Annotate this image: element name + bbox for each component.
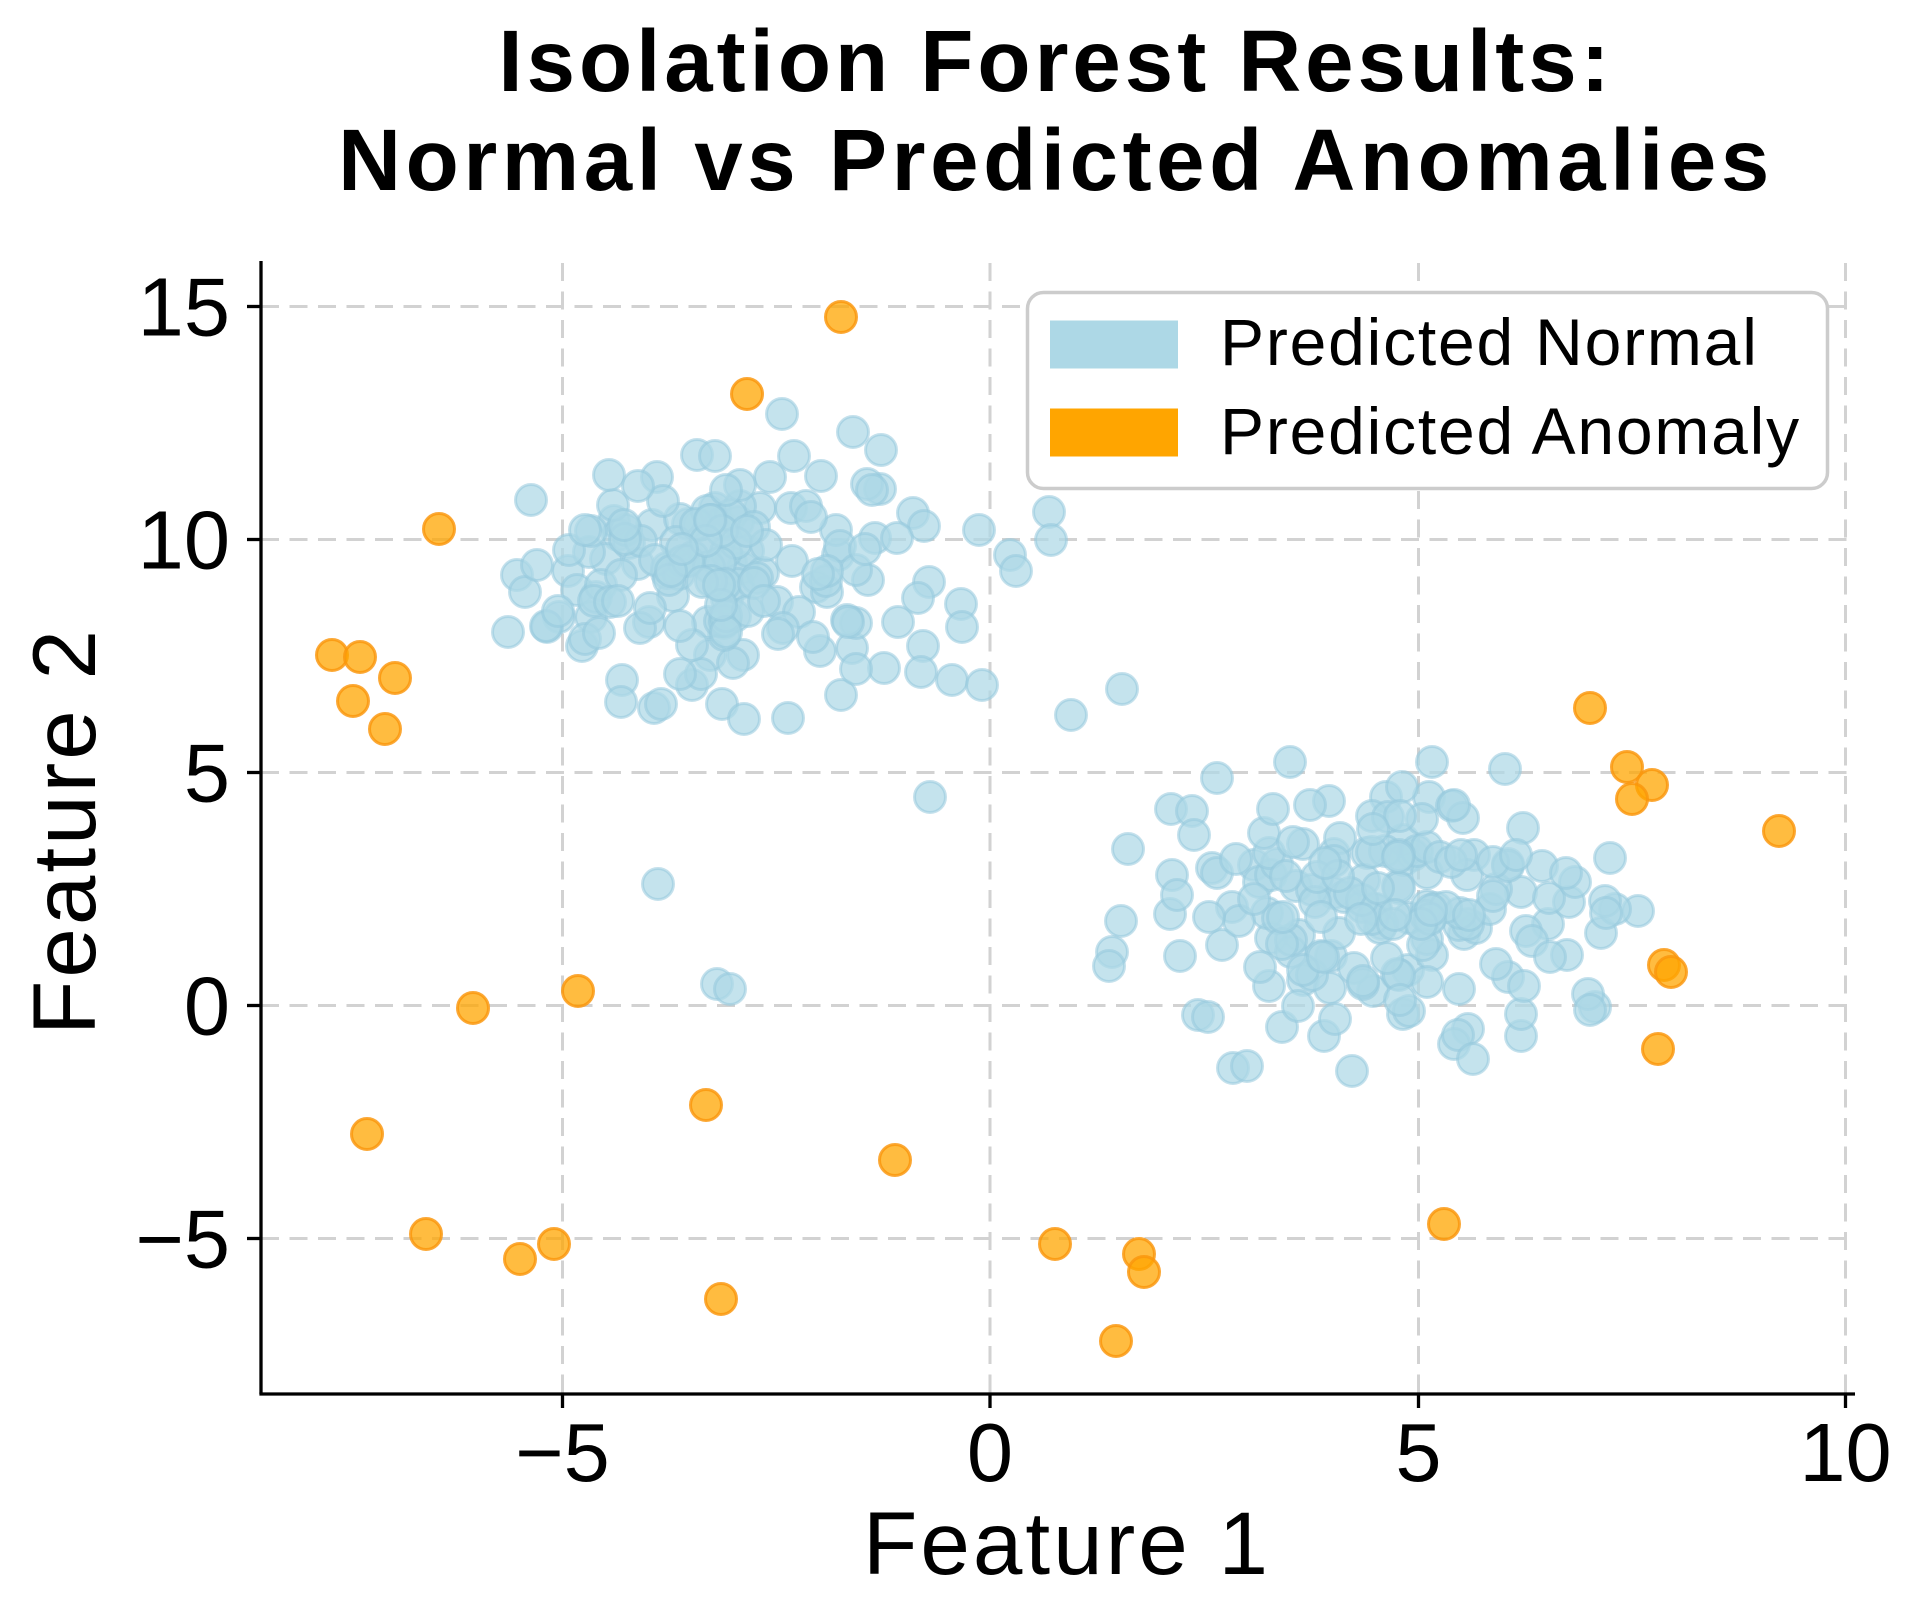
svg-text:−5: −5 (135, 1192, 230, 1285)
svg-text:5: 5 (184, 726, 230, 819)
svg-text:Isolation Forest Results:: Isolation Forest Results: (498, 13, 1613, 110)
svg-text:10: 10 (138, 493, 230, 586)
svg-text:Feature 2: Feature 2 (14, 627, 114, 1035)
svg-text:0: 0 (184, 959, 230, 1052)
svg-text:Predicted Anomaly: Predicted Anomaly (1220, 394, 1801, 468)
svg-text:0: 0 (967, 1406, 1013, 1499)
svg-text:−5: −5 (515, 1406, 610, 1499)
svg-text:5: 5 (1395, 1406, 1441, 1499)
svg-text:15: 15 (138, 260, 230, 353)
svg-text:Feature 1: Feature 1 (863, 1493, 1271, 1593)
svg-text:Predicted Normal: Predicted Normal (1220, 305, 1759, 379)
svg-text:10: 10 (1799, 1406, 1891, 1499)
svg-text:Normal vs Predicted Anomalies: Normal vs Predicted Anomalies (338, 112, 1774, 209)
